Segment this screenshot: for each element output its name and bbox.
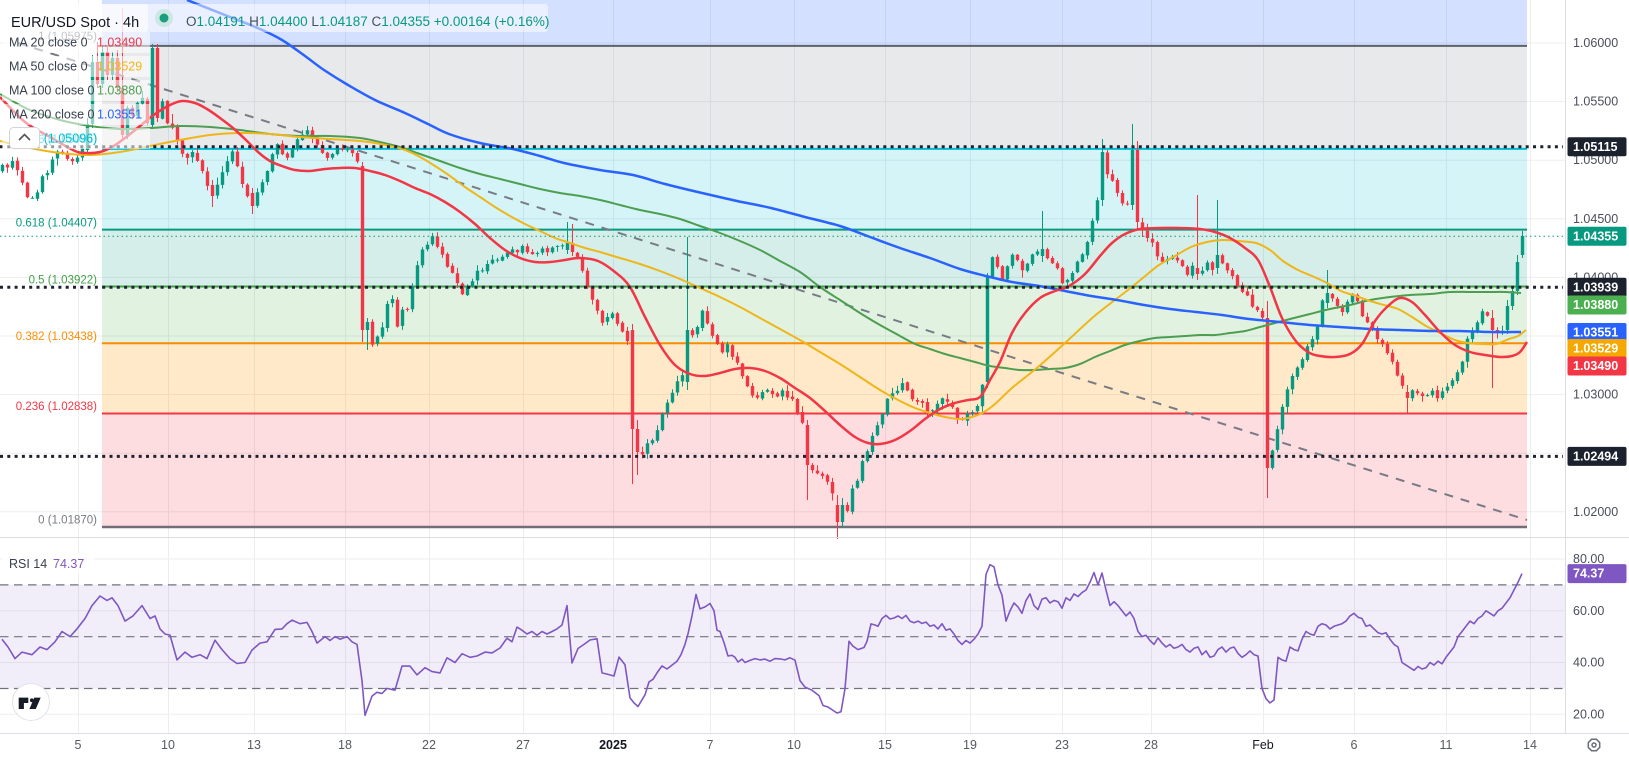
svg-text:74.37: 74.37 (1573, 567, 1604, 581)
svg-text:1.03551: 1.03551 (97, 108, 142, 122)
svg-text:MA 20 close 0: MA 20 close 0 (9, 36, 88, 50)
svg-text:0.5 (1.03922): 0.5 (1.03922) (29, 275, 98, 287)
svg-text:EUR/USD Spot · 4h: EUR/USD Spot · 4h (11, 15, 139, 31)
svg-text:0.382 (1.03438): 0.382 (1.03438) (16, 331, 97, 343)
svg-text:11: 11 (1440, 738, 1453, 752)
svg-text:20.00: 20.00 (1573, 707, 1604, 721)
svg-text:19: 19 (963, 738, 977, 752)
svg-text:14: 14 (1523, 738, 1537, 752)
svg-text:5: 5 (75, 738, 82, 752)
svg-text:7: 7 (707, 738, 714, 752)
svg-text:1.03551: 1.03551 (1573, 326, 1618, 340)
svg-text:2025: 2025 (599, 738, 627, 752)
svg-text:1.03490: 1.03490 (97, 36, 142, 50)
svg-text:13: 13 (247, 738, 261, 752)
svg-text:MA 200 close 0: MA 200 close 0 (9, 108, 95, 122)
svg-text:0.618 (1.04407): 0.618 (1.04407) (16, 218, 97, 230)
svg-text:1.06000: 1.06000 (1573, 36, 1618, 50)
svg-text:1.05000: 1.05000 (1573, 153, 1618, 167)
svg-text:22: 22 (422, 738, 436, 752)
svg-text:18: 18 (338, 738, 352, 752)
svg-text:1.03880: 1.03880 (1573, 298, 1618, 312)
svg-text:MA 100 close 0: MA 100 close 0 (9, 84, 95, 98)
svg-text:0 (1.01870): 0 (1.01870) (38, 515, 97, 527)
svg-text:1.05115: 1.05115 (1573, 140, 1618, 154)
svg-text:6: 6 (1351, 738, 1358, 752)
svg-text:1.02000: 1.02000 (1573, 505, 1618, 519)
svg-text:0.236 (1.02838): 0.236 (1.02838) (16, 401, 97, 413)
svg-text:1.03490: 1.03490 (1573, 359, 1618, 373)
svg-text:Feb: Feb (1252, 738, 1274, 752)
svg-text:1.05500: 1.05500 (1573, 95, 1618, 109)
svg-text:1.02494: 1.02494 (1573, 449, 1618, 463)
svg-text:15: 15 (878, 738, 892, 752)
svg-text:1.04355: 1.04355 (1573, 229, 1618, 243)
svg-text:1.03529: 1.03529 (1573, 342, 1618, 356)
svg-text:10: 10 (787, 738, 801, 752)
svg-text:80.00: 80.00 (1573, 552, 1604, 566)
svg-text:1.04500: 1.04500 (1573, 212, 1618, 226)
svg-text:60.00: 60.00 (1573, 604, 1604, 618)
svg-text:1.03880: 1.03880 (97, 84, 142, 98)
svg-text:1.03939: 1.03939 (1573, 280, 1618, 294)
svg-text:74.37: 74.37 (53, 557, 84, 571)
svg-text:MA 50 close 0: MA 50 close 0 (9, 60, 88, 74)
svg-text:28: 28 (1144, 738, 1158, 752)
svg-text:40.00: 40.00 (1573, 656, 1604, 670)
svg-text:27: 27 (516, 738, 530, 752)
svg-text:RSI 14: RSI 14 (9, 557, 47, 571)
svg-text:O1.04191 H1.04400 L1.04187 C1.: O1.04191 H1.04400 L1.04187 C1.04355 +0.0… (186, 14, 549, 29)
svg-text:10: 10 (161, 738, 175, 752)
svg-text:23: 23 (1055, 738, 1069, 752)
svg-text:1.03529: 1.03529 (97, 60, 142, 74)
svg-text:1.03000: 1.03000 (1573, 388, 1618, 402)
